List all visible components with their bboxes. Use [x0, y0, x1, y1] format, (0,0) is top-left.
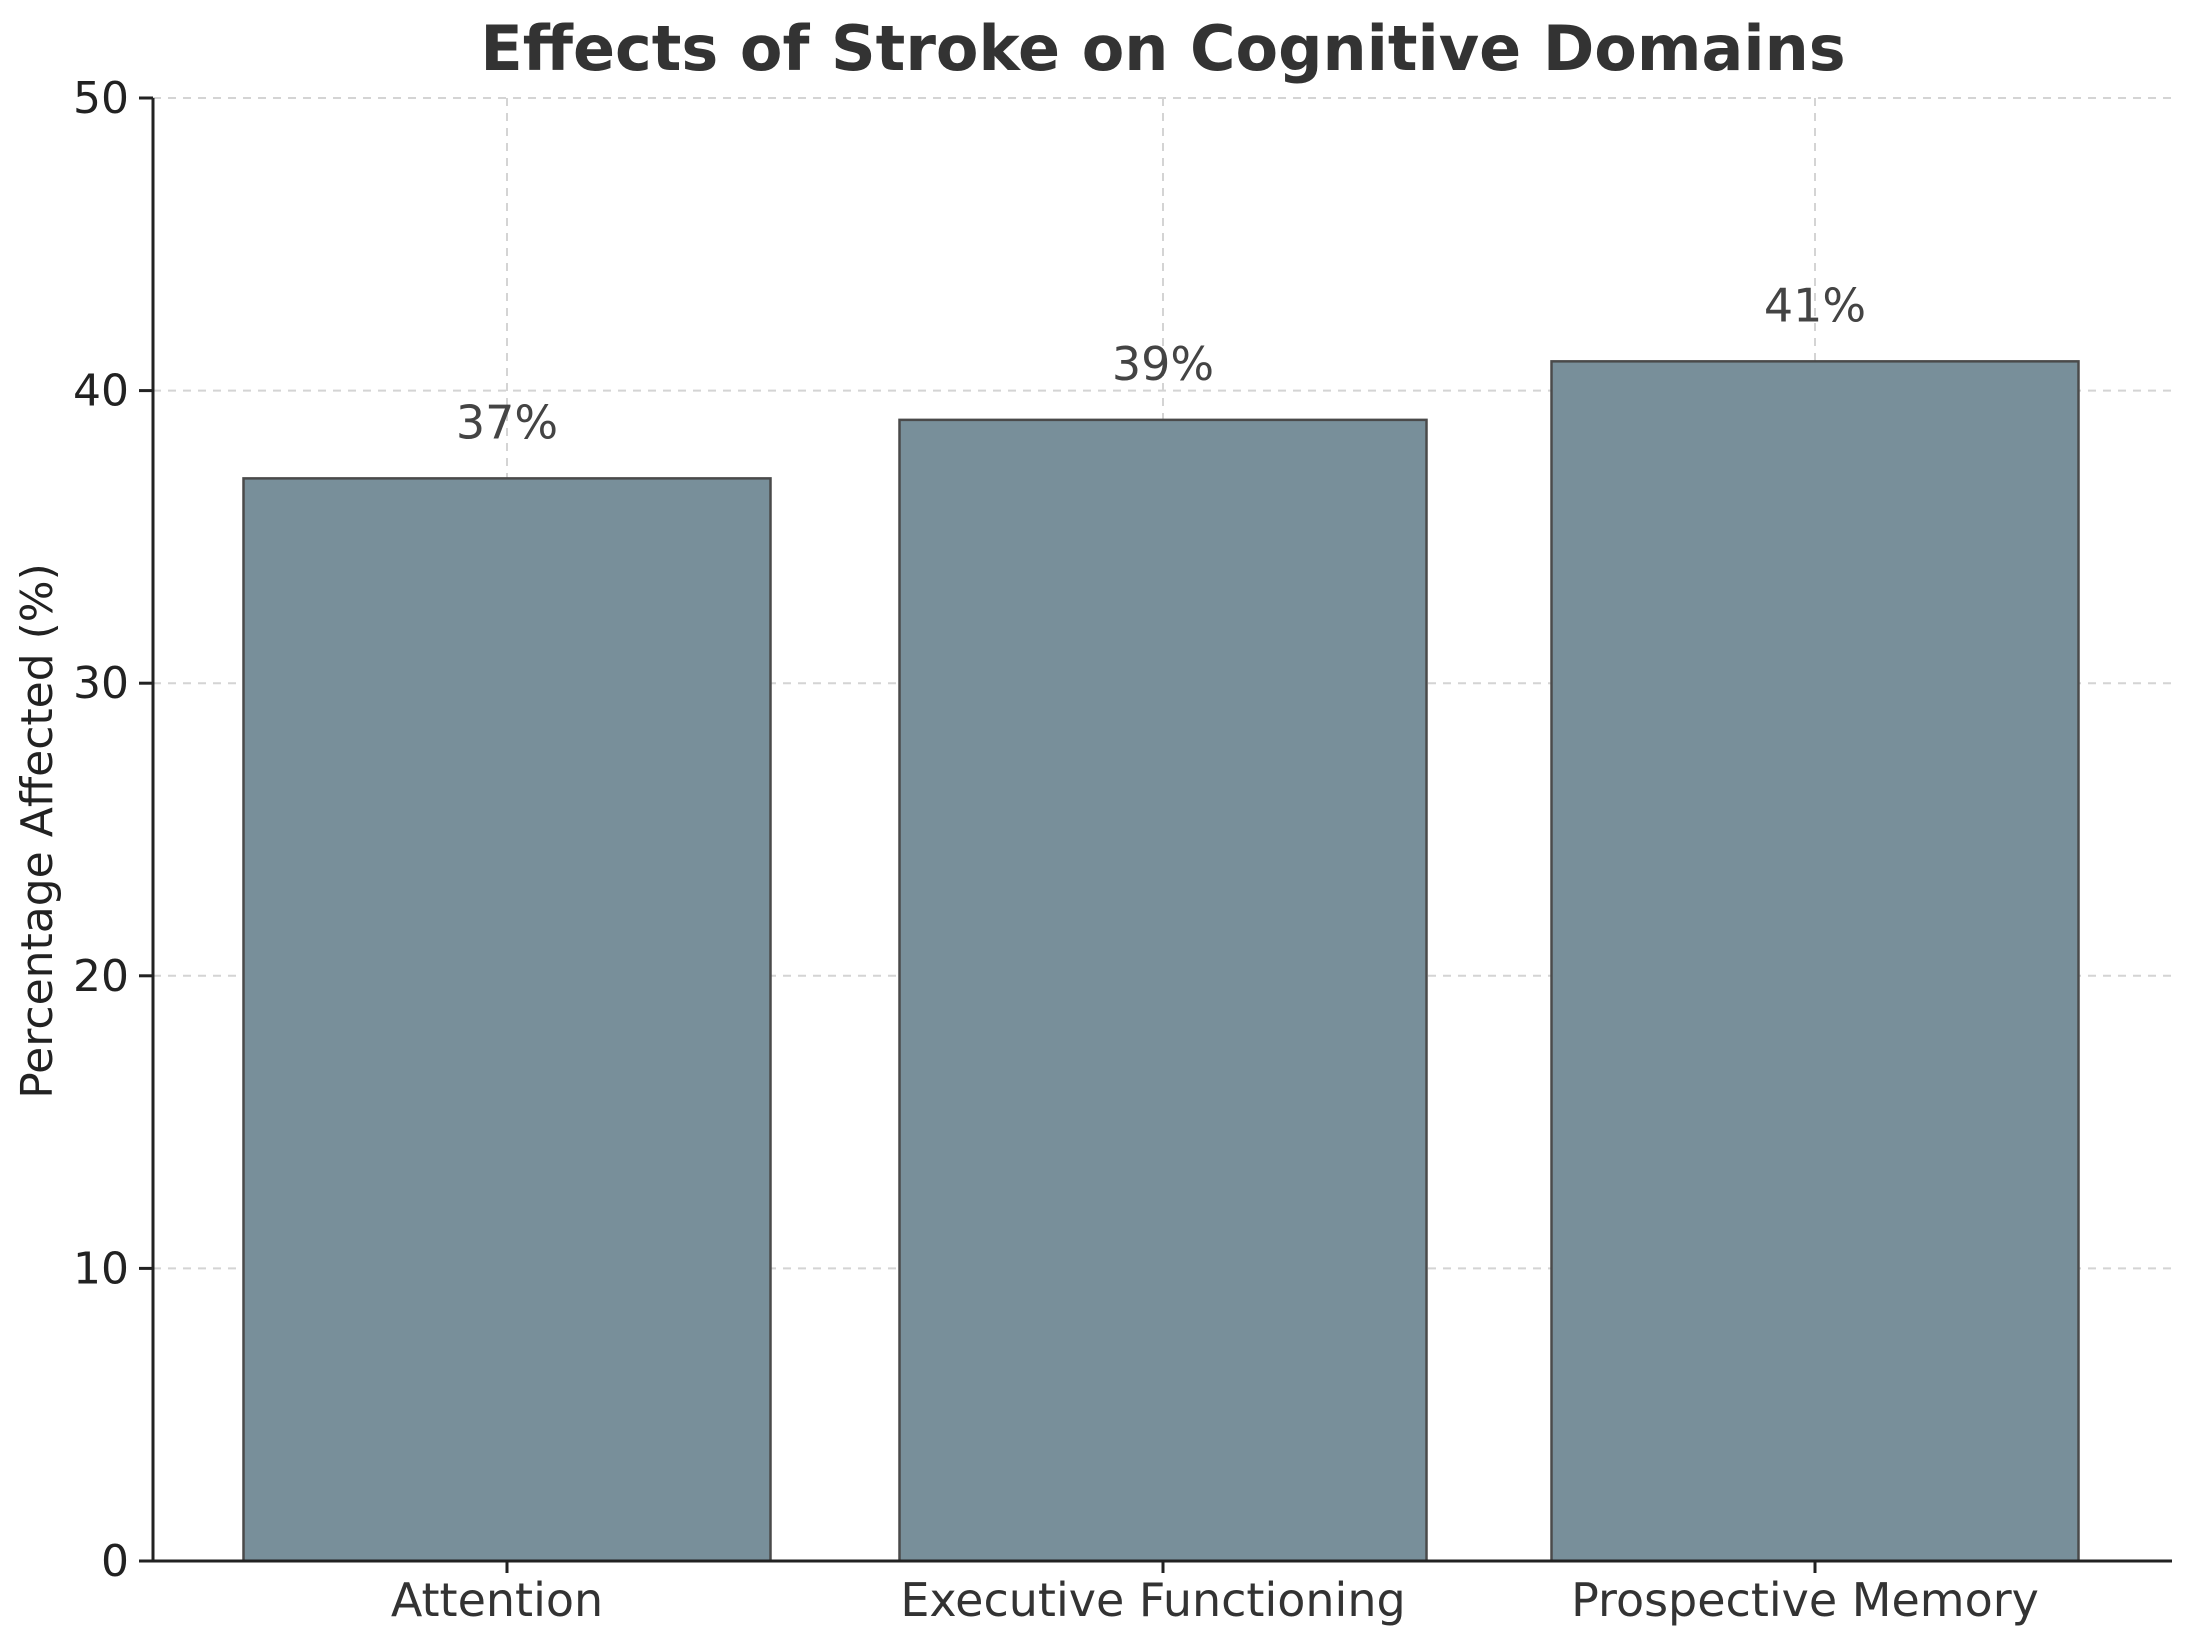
bar-prospective-memory [1550, 360, 2080, 1563]
data-labels: 37% 39% 41% [456, 278, 1866, 449]
y-ticks: 0 10 20 30 40 50 [73, 73, 153, 1587]
y-tick-label: 20 [73, 951, 129, 1002]
bars [242, 360, 2080, 1563]
y-tick-label: 0 [101, 1536, 129, 1587]
chart-title: Effects of Stroke on Cognitive Domains [480, 12, 1845, 85]
x-tick-label: Executive Functioning [900, 1573, 1405, 1627]
x-tick-labels: Attention Executive Functioning Prospectiv… [391, 1561, 2039, 1627]
bar-attention [242, 477, 772, 1563]
y-tick-label: 10 [73, 1243, 129, 1294]
bar-executive-functioning [898, 418, 1428, 1563]
y-tick-label: 40 [73, 366, 129, 417]
y-axis-title: Percentage Affected (%) [12, 563, 63, 1099]
bar-value-label: 37% [456, 395, 558, 449]
y-tick-label: 30 [73, 658, 129, 709]
bar-value-label: 39% [1112, 337, 1214, 391]
bar-value-label: 41% [1764, 278, 1866, 332]
y-tick-label: 50 [73, 73, 129, 124]
x-tick-label: Prospective Memory [1571, 1573, 2039, 1627]
x-tick-label: Attention [391, 1573, 603, 1627]
